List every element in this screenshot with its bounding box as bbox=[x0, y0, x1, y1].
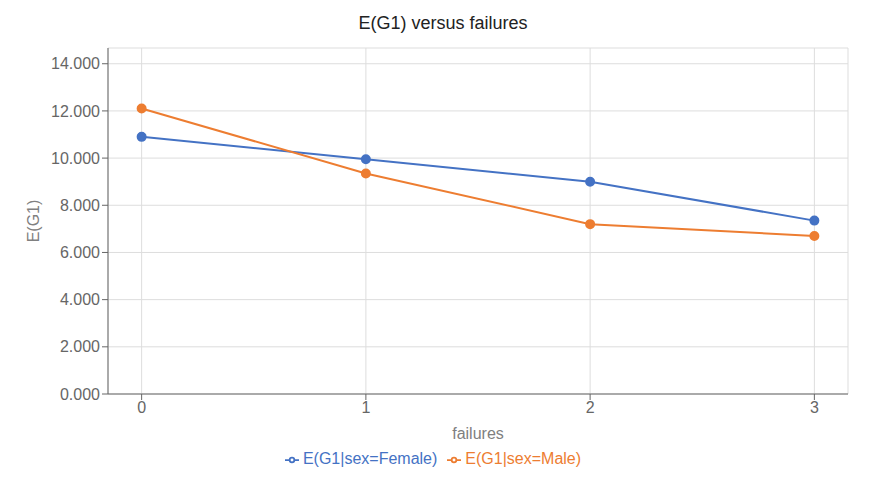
html-text:E(G1) versus failures: E(G1) versus failures bbox=[358, 13, 528, 33]
svg-text:8.000: 8.000 bbox=[60, 197, 100, 214]
svg-text:10.000: 10.000 bbox=[51, 150, 100, 167]
svg-text:4.000: 4.000 bbox=[60, 291, 100, 308]
svg-text:2: 2 bbox=[586, 399, 595, 416]
svg-text:14.000: 14.000 bbox=[51, 55, 100, 72]
svg-text:failures: failures bbox=[452, 425, 504, 442]
html-text:E(G1|sex=Female): E(G1|sex=Female) bbox=[302, 450, 438, 467]
svg-text:3: 3 bbox=[810, 399, 819, 416]
svg-text:2.000: 2.000 bbox=[60, 338, 100, 355]
svg-text:12.000: 12.000 bbox=[51, 103, 100, 120]
svg-text:E(G1): E(G1) bbox=[25, 200, 42, 243]
html-text:E(G1|sex=Male): E(G1|sex=Male) bbox=[465, 450, 582, 467]
svg-text:1: 1 bbox=[361, 399, 370, 416]
svg-text:0.000: 0.000 bbox=[60, 386, 100, 403]
svg-text:0: 0 bbox=[137, 399, 146, 416]
svg-text:6.000: 6.000 bbox=[60, 244, 100, 261]
